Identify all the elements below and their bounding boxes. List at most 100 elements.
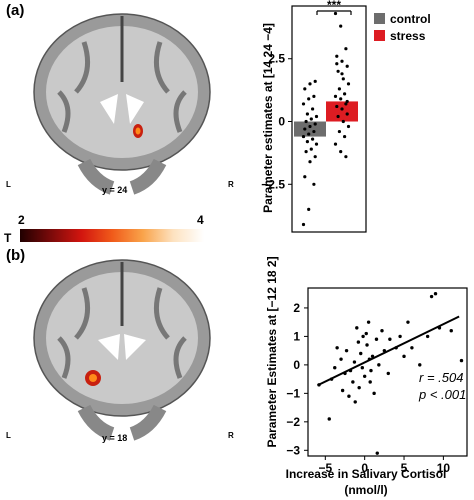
scatter-point: [388, 337, 392, 341]
data-point-control: [307, 97, 311, 101]
x-tick-label: 5: [401, 461, 408, 475]
activation-core-a: [135, 127, 141, 135]
y-tick-label: 0: [278, 115, 285, 129]
scatter-ylabel: Parameter Estimates at [−12 18 2]: [265, 256, 279, 447]
data-point-control: [313, 155, 317, 159]
scatter-point: [377, 363, 381, 367]
scatter-point: [402, 354, 406, 359]
data-point-control: [308, 82, 312, 86]
scatter-point: [449, 329, 453, 333]
bar-chart-bars: [294, 101, 358, 137]
scatter-frame: [307, 287, 468, 457]
data-point-control: [313, 79, 317, 83]
scatter-point: [386, 371, 390, 376]
colorbar-min-label: 2: [18, 213, 25, 227]
data-point-control: [309, 117, 313, 121]
regression-line: [317, 315, 460, 387]
bar-chart-ylabel: Parameter estimates at [14 24 −4]: [261, 23, 275, 213]
data-point-control: [311, 107, 315, 111]
scatter-point: [364, 331, 368, 336]
scatter-point: [425, 334, 430, 339]
bar-chart-points: [301, 11, 351, 227]
y-tick-label: −2.5: [261, 177, 285, 191]
bar-chart-ticks: −2.5 0 2.5: [261, 52, 292, 191]
scatter-point: [365, 343, 369, 347]
data-point-stress: [337, 129, 341, 134]
y-tick-label: −2: [286, 415, 300, 429]
data-point-stress: [346, 124, 351, 129]
bar-control: [294, 121, 326, 137]
y-tick-label: −3: [286, 443, 300, 457]
panel-label-a: (a): [6, 2, 25, 19]
scatter-xlabel-unit: (nmol/l): [344, 483, 387, 497]
activation-core-b: [89, 374, 97, 382]
scatter-point: [344, 348, 349, 353]
data-point-stress: [339, 150, 343, 154]
scatter-chart: Parameter Estimates at [−12 18 2] −3 −2 −1…: [265, 256, 468, 497]
scatter-point: [372, 391, 376, 396]
colorbar-gradient: [20, 229, 204, 242]
data-point-stress: [344, 102, 348, 106]
data-point-stress: [343, 134, 347, 139]
scatter-point: [327, 417, 331, 421]
left-ventricle: [98, 334, 120, 360]
data-point-control: [301, 102, 306, 106]
bar-chart-frame: [291, 5, 367, 233]
x-tick-label: 0: [361, 461, 368, 475]
data-point-stress: [344, 155, 348, 159]
scatter-point: [366, 320, 371, 324]
temporal-lobes: [77, 404, 167, 441]
temporal-lobes: [77, 158, 167, 195]
scatter-point: [333, 366, 337, 370]
data-point-stress: [337, 87, 341, 91]
scatter-xlabel: Increase in Salivary Cortisol: [286, 467, 447, 481]
data-point-control: [308, 124, 312, 129]
scatter-ticks: −3 −2 −1 0 1 2 −5 0 5 10: [286, 301, 450, 475]
x-tick-label: 10: [437, 461, 451, 475]
correlation-r-annotation: r = .504: [419, 370, 463, 385]
scatter-point: [398, 334, 402, 339]
right-ventricle: [126, 94, 144, 124]
colorbar-title: T: [4, 231, 12, 245]
brain-slice-b: [33, 259, 211, 441]
data-point-stress: [336, 114, 340, 119]
data-point-stress: [345, 99, 349, 104]
bar-chart-axes: [291, 5, 367, 233]
data-point-stress: [339, 97, 343, 101]
legend-label-control: control: [390, 12, 431, 26]
data-point-control: [303, 127, 307, 131]
left-orientation-label-b: L: [6, 431, 11, 440]
data-point-control: [307, 207, 311, 211]
significance-stars: ***: [327, 0, 341, 12]
x-tick-label: −5: [318, 461, 332, 475]
scatter-point: [459, 358, 464, 363]
colorbar-max-label: 4: [197, 213, 204, 227]
scatter-point: [418, 363, 422, 367]
scatter-point: [340, 388, 345, 393]
data-point-control: [301, 134, 306, 139]
data-point-stress: [346, 82, 351, 86]
slice-coordinate-b: y = 18: [102, 433, 128, 443]
data-point-stress: [340, 107, 344, 111]
data-point-stress: [340, 59, 344, 63]
scatter-point: [361, 334, 365, 339]
brain-slice-a: [33, 13, 211, 195]
bar-stress: [326, 101, 358, 122]
data-point-stress: [341, 77, 345, 81]
data-point-control: [308, 160, 312, 164]
legend-label-stress: stress: [390, 29, 426, 43]
y-tick-label: 1: [293, 329, 300, 343]
cortical-folds: [57, 287, 187, 379]
y-tick-label: −1: [286, 386, 300, 400]
scatter-point: [369, 368, 373, 373]
y-tick-label: 0: [293, 358, 300, 372]
data-point-control: [314, 114, 319, 119]
scatter-point: [355, 326, 359, 330]
data-point-stress: [335, 54, 339, 58]
significance-bracket: ***: [316, 0, 352, 15]
data-point-control: [301, 222, 306, 227]
scatter-point: [406, 320, 410, 324]
scatter-point: [339, 357, 343, 361]
data-point-stress: [343, 92, 347, 96]
scatter-point: [368, 380, 372, 384]
